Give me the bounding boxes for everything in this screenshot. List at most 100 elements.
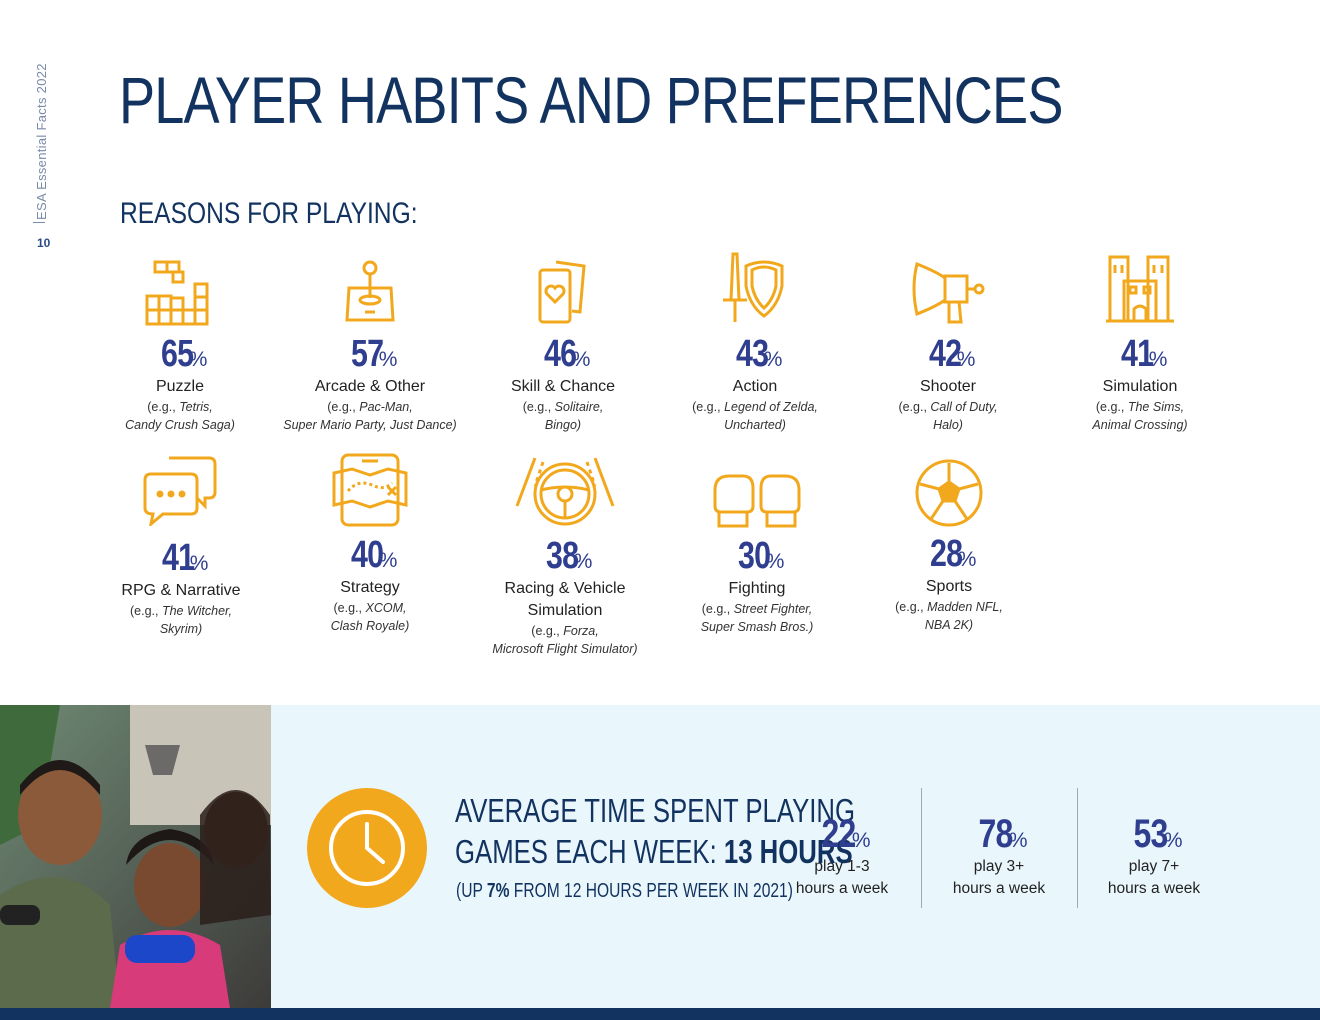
stat-label-line1: play 3+ [973, 858, 1025, 875]
examples-line2: Clash Royale) [330, 619, 410, 633]
examples-prefix: (e.g., [1095, 400, 1128, 414]
time-change-note: (UP 7% FROM 12 HOURS PER WEEK IN 2021) [456, 880, 793, 903]
percent-sign: % [378, 348, 398, 371]
examples-line1: The Witcher, [161, 604, 233, 618]
examples-line2: Super Mario Party, Just Dance) [283, 418, 457, 432]
genre-action: 43% Action (e.g., Legend of Zelda, Unchar… [655, 250, 855, 434]
stat-7-plus-hours: 53% play 7+ hours a week [1079, 806, 1229, 900]
genre-name: Strategy [340, 579, 400, 596]
blaster-gun-icon [912, 261, 985, 324]
genre-examples: (e.g., Pac-Man, Super Mario Party, Just D… [270, 398, 470, 434]
steering-wheel-icon [515, 457, 615, 526]
examples-line2: NBA 2K) [924, 618, 974, 632]
examples-prefix: (e.g., [701, 602, 734, 616]
genre-racing: 38% Racing & Vehicle Simulation (e.g., Fo… [465, 456, 665, 658]
genre-name: Simulation [1102, 378, 1178, 395]
genre-percent: 38 [545, 535, 579, 577]
genre-name: Skill & Chance [510, 378, 616, 395]
genre-name: Puzzle [155, 378, 205, 395]
percent-sign: % [189, 552, 209, 575]
genre-skill-chance: 46% Skill & Chance (e.g., Solitaire, Bing… [463, 258, 663, 434]
genre-sports: 28% Sports (e.g., Madden NFL, NBA 2K) [849, 458, 1049, 634]
examples-line2: Microsoft Flight Simulator) [492, 642, 638, 656]
sidebar-divider [33, 222, 45, 223]
examples-prefix: (e.g., [692, 400, 725, 414]
genre-name: Racing & Vehicle Simulation [465, 578, 665, 622]
percent-sign: % [378, 549, 398, 572]
genre-name: Sports [925, 578, 973, 595]
genre-percent: 57 [350, 333, 384, 375]
genre-simulation: 41% Simulation (e.g., The Sims, Animal Cr… [1040, 253, 1240, 434]
time-spent-heading: AVERAGE TIME SPENT PLAYING GAMES EACH WEE… [455, 790, 855, 872]
sword-shield-icon [723, 252, 784, 322]
examples-prefix: (e.g., [327, 400, 360, 414]
genre-fighting: 30% Fighting (e.g., Street Fighter, Super… [657, 472, 857, 636]
stat-label-line2: hours a week [952, 880, 1046, 897]
genre-examples: (e.g., Madden NFL, NBA 2K) [849, 598, 1049, 634]
genre-percent: 41 [1120, 333, 1154, 375]
examples-prefix: (e.g., [129, 604, 162, 618]
city-buildings-icon [1106, 255, 1174, 323]
genre-examples: (e.g., Street Fighter, Super Smash Bros.) [657, 600, 857, 636]
stat-percent: 78 [978, 812, 1014, 856]
stat-1-3-hours: 22% play 1-3 hours a week [767, 806, 917, 900]
genre-examples: (e.g., The Witcher, Skyrim) [81, 602, 281, 638]
page-number: 10 [37, 236, 51, 250]
genre-examples: (e.g., Solitaire, Bingo) [463, 398, 663, 434]
percent-sign: % [573, 550, 593, 573]
stat-percent: 22 [821, 812, 857, 856]
examples-line2: Super Smash Bros.) [700, 620, 814, 634]
percent-sign: % [1163, 829, 1183, 852]
genre-strategy: 40% Strategy (e.g., XCOM, Clash Royale) [270, 453, 470, 635]
examples-line1: Tetris, [179, 400, 213, 414]
genre-examples: (e.g., The Sims, Animal Crossing) [1040, 398, 1240, 434]
examples-prefix: (e.g., [333, 601, 366, 615]
examples-line1: Pac-Man, [359, 400, 413, 414]
stat-label-line2: hours a week [1107, 880, 1201, 897]
average-hours-value: 13 HOURS [723, 833, 853, 870]
examples-line1: Forza, [563, 624, 599, 638]
genre-examples: (e.g., Legend of Zelda, Uncharted) [655, 398, 855, 434]
strategy-map-icon [332, 453, 408, 527]
genre-examples: (e.g., Tetris, Candy Crush Saga) [80, 398, 280, 434]
stat-divider [1077, 788, 1078, 908]
percent-sign: % [851, 829, 871, 852]
percent-sign: % [956, 348, 976, 371]
stat-label: play 3+ hours a week [924, 856, 1074, 900]
stat-label-line2: hours a week [795, 880, 889, 897]
clock-icon [307, 788, 427, 908]
note-change-value: 7% [486, 880, 510, 902]
genre-examples: (e.g., Call of Duty, Halo) [848, 398, 1048, 434]
genre-name: Shooter [919, 378, 977, 395]
genre-name-line2: Simulation [527, 602, 603, 619]
tetris-blocks-icon [145, 260, 209, 326]
chat-bubbles-icon [143, 456, 217, 526]
percent-sign: % [188, 348, 208, 371]
genre-percent: 41 [161, 537, 195, 579]
genre-shooter: 42% Shooter (e.g., Call of Duty, Halo) [848, 258, 1048, 434]
genre-percent: 65 [160, 333, 194, 375]
percent-sign: % [957, 548, 977, 571]
stat-divider [921, 788, 922, 908]
percent-sign: % [763, 348, 783, 371]
section-heading: REASONS FOR PLAYING: [120, 197, 418, 230]
stat-3-plus-hours: 78% play 3+ hours a week [924, 806, 1074, 900]
examples-prefix: (e.g., [898, 400, 931, 414]
stat-label: play 1-3 hours a week [767, 856, 917, 900]
examples-line2: Halo) [933, 418, 963, 432]
boxing-gloves-icon [713, 474, 801, 528]
genre-percent: 40 [350, 534, 384, 576]
examples-line1: XCOM, [365, 601, 407, 615]
examples-line1: Call of Duty, [930, 400, 998, 414]
genre-percent: 46 [543, 333, 577, 375]
examples-line2: Uncharted) [724, 418, 786, 432]
examples-line1: Street Fighter, [733, 602, 813, 616]
genre-name: Arcade & Other [314, 378, 426, 395]
genre-percent: 43 [735, 333, 769, 375]
percent-sign: % [571, 348, 591, 371]
genre-percent: 28 [929, 533, 963, 575]
genre-percent: 42 [928, 333, 962, 375]
examples-prefix: (e.g., [147, 400, 180, 414]
examples-line2: Skyrim) [159, 622, 203, 636]
time-spent-panel [271, 705, 1320, 1008]
